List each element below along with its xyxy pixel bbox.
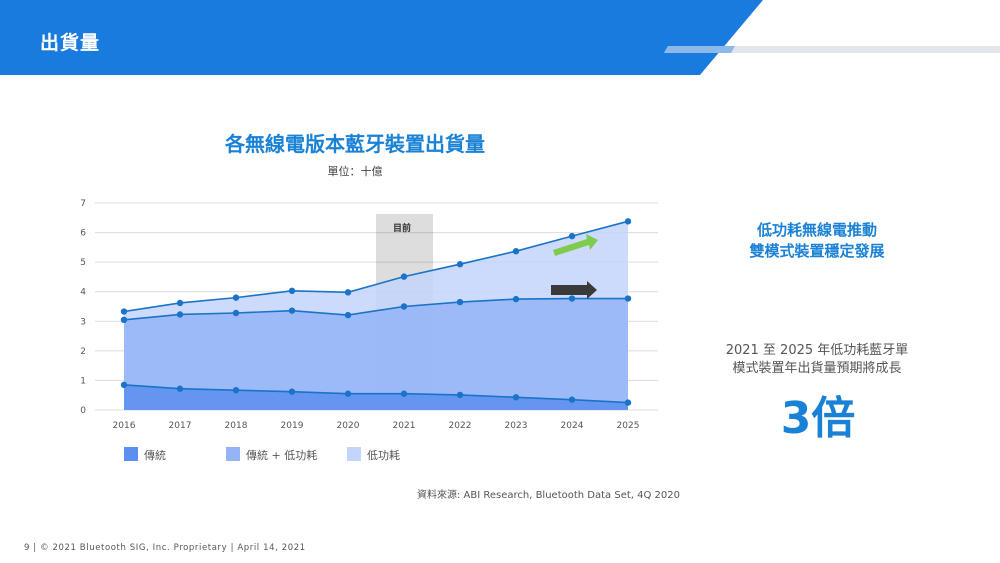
side-headline-line2: 雙模式裝置穩定發展 [749, 242, 885, 260]
data-point [120, 381, 128, 389]
data-point [120, 316, 128, 324]
data-point [512, 394, 520, 401]
x-tick-label: 2024 [561, 421, 584, 431]
legend-swatch [347, 447, 361, 461]
data-point [344, 289, 352, 296]
data-point [400, 390, 408, 397]
data-point [568, 232, 576, 240]
series-line-0 [123, 384, 629, 404]
data-point [176, 385, 184, 392]
data-point [176, 299, 184, 307]
x-tick-label: 2021 [393, 421, 416, 431]
data-point [232, 294, 240, 301]
legend-label: 低功耗 [367, 449, 400, 462]
side-headline-line1: 低功耗無線電推動 [756, 221, 877, 239]
side-text-line1: 2021 至 2025 年低功耗藍牙單 [725, 343, 909, 358]
legend-label: 傳統 [144, 449, 166, 462]
data-point [344, 390, 352, 397]
data-point [624, 399, 632, 406]
x-tick-label: 2025 [617, 421, 640, 431]
green-arrow-icon [553, 234, 598, 256]
data-point [568, 396, 576, 403]
chart-title: 各無線電版本藍牙裝置出貨量 [225, 132, 485, 156]
side-headline: 低功耗無線電推動 雙模式裝置穩定發展 [712, 220, 922, 262]
legend-swatch [124, 447, 138, 461]
legend-label: 傳統 + 低功耗 [246, 449, 318, 462]
side-description: 2021 至 2025 年低功耗藍牙單 模式裝置年出貨量預期將成長 [700, 342, 934, 378]
data-point [400, 273, 408, 280]
data-point [456, 298, 464, 306]
data-point [232, 309, 240, 317]
data-point [624, 218, 632, 225]
data-point [456, 391, 464, 399]
y-tick-label: 1 [80, 376, 86, 386]
x-tick-label: 2016 [113, 421, 136, 431]
y-tick-label: 2 [80, 347, 86, 357]
data-point [400, 303, 408, 310]
data-point [456, 261, 464, 268]
data-point [512, 248, 520, 255]
line-layer [123, 220, 629, 404]
page-title: 出貨量 [40, 32, 101, 54]
x-tick-label: 2019 [281, 421, 304, 431]
x-tick-label: 2017 [169, 421, 192, 431]
series-line-1 [123, 297, 628, 321]
data-point [176, 311, 184, 318]
y-tick-label: 3 [80, 317, 86, 327]
data-point [288, 287, 296, 295]
data-point [512, 295, 520, 303]
data-point [288, 307, 296, 314]
y-tick-label: 4 [80, 288, 86, 298]
y-tick-label: 6 [80, 229, 86, 239]
header-band [0, 0, 1000, 75]
chart-subtitle: 單位：十億 [327, 165, 383, 178]
y-tick-label: 0 [80, 406, 86, 416]
data-point [288, 388, 296, 395]
x-tick-label: 2023 [505, 421, 528, 431]
data-point [568, 295, 576, 302]
area-1 [124, 298, 628, 410]
side-text-line2: 模式裝置年出貨量預期將成長 [732, 361, 902, 376]
footer: 9 | © 2021 Bluetooth SIG, Inc. Proprieta… [24, 543, 306, 553]
x-tick-label: 2020 [337, 421, 360, 431]
y-tick-label: 5 [80, 258, 86, 268]
data-point [624, 295, 632, 302]
data-point [232, 386, 240, 394]
series-line-2 [123, 220, 629, 313]
data-point [120, 308, 128, 315]
x-tick-label: 2022 [449, 421, 472, 431]
y-tick-label: 7 [80, 199, 86, 209]
x-tick-label: 2018 [225, 421, 248, 431]
growth-multiplier: 3倍 [780, 393, 856, 444]
annotation-current: 目前 [393, 222, 411, 234]
right-arrow-icon [551, 281, 597, 299]
y-tick-labels: 0 1 2 3 4 5 6 7 [80, 199, 86, 416]
legend-swatch [226, 447, 240, 461]
data-source: 資料來源: ABI Research, Bluetooth Data Set, … [416, 490, 680, 501]
x-tick-labels: 2016 2017 2018 2019 2020 2021 2022 2023 2024 2025 [113, 421, 640, 431]
point-layer [120, 218, 632, 406]
data-point [344, 311, 352, 319]
